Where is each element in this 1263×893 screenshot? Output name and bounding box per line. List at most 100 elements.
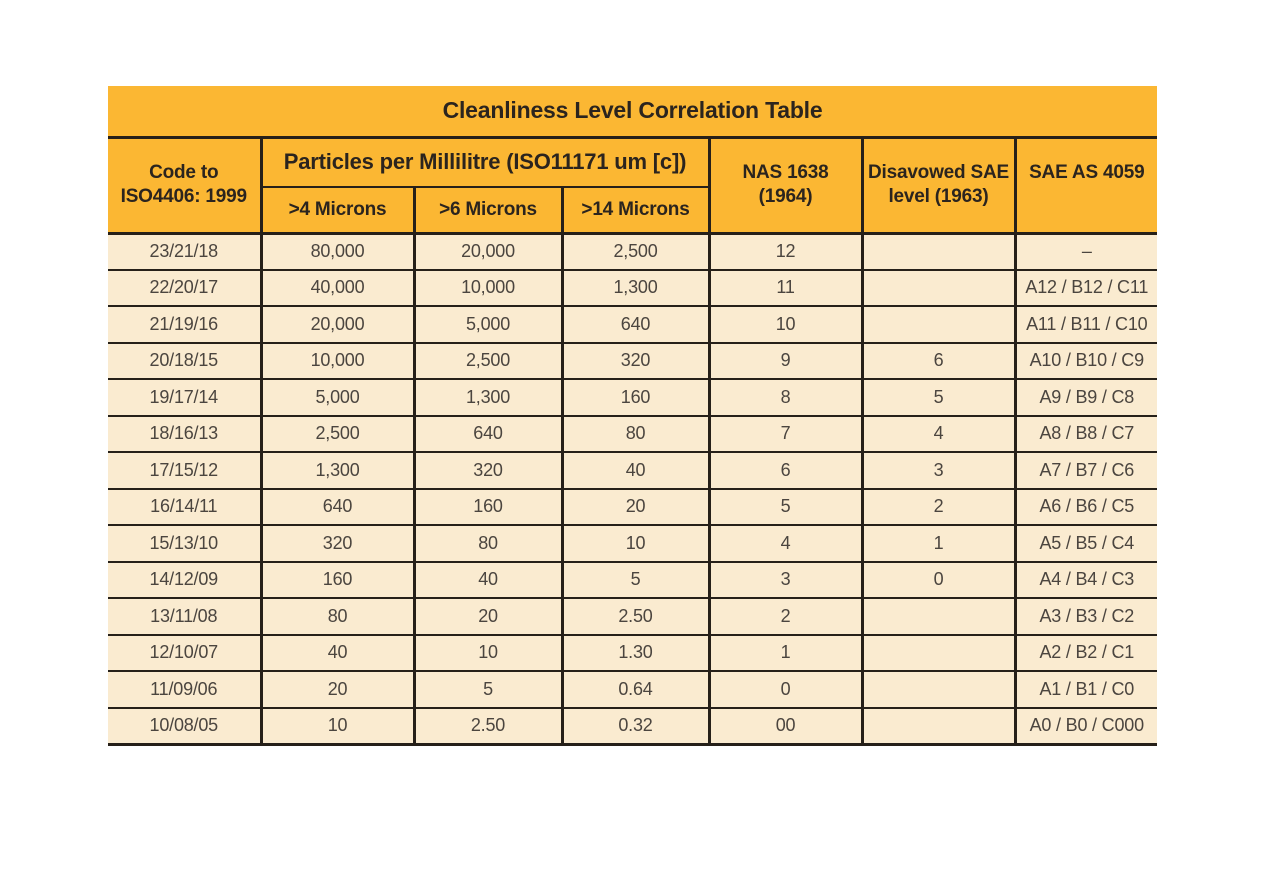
cell-sae-as-4059: A12 / B12 / C11	[1013, 268, 1158, 307]
cell-disavowed-sae	[860, 232, 1017, 271]
cell-sae-as-4059: A7 / B7 / C6	[1013, 451, 1158, 490]
cell-nas-1638: 6	[707, 451, 864, 490]
cell-6-microns: 10	[412, 633, 564, 672]
cell-disavowed-sae: 6	[860, 341, 1017, 380]
cell-4-microns: 40	[259, 633, 416, 672]
header-nas-line1: NAS 1638	[742, 162, 829, 183]
table-row: 18/16/13 2,500 640 80 7 4 A8 / B8 / C7	[108, 414, 1158, 453]
table-row: 16/14/11 640 160 20 5 2 A6 / B6 / C5	[108, 487, 1158, 526]
cell-nas-1638: 7	[707, 414, 864, 453]
header-row-microns: >4 Microns >6 Microns >14 Microns	[108, 187, 1157, 235]
header-disavowed-line1: Disavowed SAE	[867, 162, 1009, 183]
cell-6-microns: 160	[412, 487, 564, 526]
cell-14-microns: 80	[560, 414, 711, 453]
cell-4-microns: 320	[259, 524, 416, 563]
cell-nas-1638: 2	[707, 597, 864, 636]
table-row: 20/18/15 10,000 2,500 320 9 6 A10 / B10 / C9	[108, 341, 1158, 380]
cell-6-microns: 2.50	[412, 706, 564, 746]
cell-disavowed-sae	[860, 597, 1017, 636]
table-row: 17/15/12 1,300 320 40 6 3 A7 / B7 / C6	[108, 451, 1158, 490]
cell-6-microns: 20,000	[412, 232, 564, 271]
cell-4-microns: 80	[259, 597, 416, 636]
cell-disavowed-sae: 5	[860, 378, 1017, 417]
cell-6-microns: 5	[412, 670, 564, 709]
table-row: 10/08/05 10 2.50 0.32 00 A0 / B0 / C000	[108, 706, 1158, 746]
cell-iso-code: 13/11/08	[108, 597, 263, 636]
table-body: 23/21/18 80,000 20,000 2,500 12–22/20/17 40,0…	[108, 232, 1158, 746]
cell-disavowed-sae: 0	[860, 560, 1017, 599]
cell-nas-1638: 4	[707, 524, 864, 563]
header-particles-group: Particles per Millilitre (ISO11171 um [c…	[259, 137, 711, 188]
cell-disavowed-sae	[860, 305, 1017, 344]
table-row: 11/09/06 20 5 0.64 0 A1 / B1 / C0	[108, 670, 1158, 709]
cell-sae-as-4059: A4 / B4 / C3	[1013, 560, 1158, 599]
title-row: Cleanliness Level Correlation Table	[108, 86, 1158, 139]
header-sae-as-4059: SAE AS 4059	[1013, 137, 1158, 235]
cell-disavowed-sae	[860, 670, 1017, 709]
cell-sae-as-4059: A9 / B9 / C8	[1013, 378, 1158, 417]
cell-6-microns: 2,500	[412, 341, 564, 380]
cell-nas-1638: 11	[707, 268, 864, 307]
cell-sae-as-4059: –	[1013, 232, 1158, 271]
cell-14-microns: 20	[560, 487, 711, 526]
cell-nas-1638: 1	[707, 633, 864, 672]
cell-nas-1638: 9	[707, 341, 864, 380]
cell-iso-code: 16/14/11	[108, 487, 263, 526]
cell-disavowed-sae: 3	[860, 451, 1017, 490]
cell-14-microns: 0.32	[560, 706, 711, 746]
cell-iso-code: 14/12/09	[108, 560, 263, 599]
cell-iso-code: 17/15/12	[108, 451, 263, 490]
cell-iso-code: 12/10/07	[108, 633, 263, 672]
cell-iso-code: 19/17/14	[108, 378, 263, 417]
table-row: 13/11/08 80 20 2.50 2 A3 / B3 / C2	[108, 597, 1158, 636]
cell-4-microns: 20,000	[259, 305, 416, 344]
cell-4-microns: 20	[259, 670, 416, 709]
cell-sae-as-4059: A6 / B6 / C5	[1013, 487, 1158, 526]
cell-nas-1638: 3	[707, 560, 864, 599]
cell-4-microns: 10	[259, 706, 416, 746]
cell-sae-as-4059: A2 / B2 / C1	[1013, 633, 1158, 672]
table-row: 14/12/09 160 40 5 3 0 A4 / B4 / C3	[108, 560, 1158, 599]
cell-4-microns: 160	[259, 560, 416, 599]
cell-4-microns: 40,000	[259, 268, 416, 307]
cell-14-microns: 40	[560, 451, 711, 490]
table-row: 21/19/16 20,000 5,000 640 10 A11 / B11 / C10	[108, 305, 1158, 344]
cell-iso-code: 20/18/15	[108, 341, 263, 380]
cell-iso-code: 23/21/18	[108, 232, 263, 271]
cell-14-microns: 1,300	[560, 268, 711, 307]
cell-nas-1638: 8	[707, 378, 864, 417]
cell-sae-as-4059: A8 / B8 / C7	[1013, 414, 1158, 453]
cell-disavowed-sae: 1	[860, 524, 1017, 563]
cell-6-microns: 640	[412, 414, 564, 453]
cell-14-microns: 320	[560, 341, 711, 380]
cell-14-microns: 640	[560, 305, 711, 344]
header-iso-code-line1: Code to	[149, 162, 219, 183]
cell-4-microns: 5,000	[259, 378, 416, 417]
cell-iso-code: 18/16/13	[108, 414, 263, 453]
header-row-top: Code to ISO4406: 1999 Particles per Mill…	[108, 137, 1158, 235]
cell-6-microns: 20	[412, 597, 564, 636]
header-iso-code: Code to ISO4406: 1999	[108, 137, 263, 235]
cell-iso-code: 22/20/17	[108, 268, 263, 307]
header-disavowed-sae: Disavowed SAE level (1963)	[860, 137, 1017, 235]
cell-nas-1638: 12	[707, 232, 864, 271]
table-row: 12/10/07 40 10 1.30 1 A2 / B2 / C1	[108, 633, 1158, 672]
cell-4-microns: 2,500	[259, 414, 416, 453]
cell-disavowed-sae: 2	[860, 487, 1017, 526]
cell-disavowed-sae	[860, 706, 1017, 746]
cell-sae-as-4059: A3 / B3 / C2	[1013, 597, 1158, 636]
header-disavowed-line2: level (1963)	[888, 186, 989, 207]
cell-nas-1638: 5	[707, 487, 864, 526]
cell-iso-code: 11/09/06	[108, 670, 263, 709]
cell-14-microns: 2,500	[560, 232, 711, 271]
cell-14-microns: 5	[560, 560, 711, 599]
header-6-microns: >6 Microns	[412, 187, 564, 235]
cell-6-microns: 80	[412, 524, 564, 563]
cell-6-microns: 5,000	[412, 305, 564, 344]
cell-14-microns: 160	[560, 378, 711, 417]
table-title: Cleanliness Level Correlation Table	[108, 86, 1158, 139]
cell-sae-as-4059: A10 / B10 / C9	[1013, 341, 1158, 380]
cell-nas-1638: 0	[707, 670, 864, 709]
cell-sae-as-4059: A0 / B0 / C000	[1013, 706, 1158, 746]
